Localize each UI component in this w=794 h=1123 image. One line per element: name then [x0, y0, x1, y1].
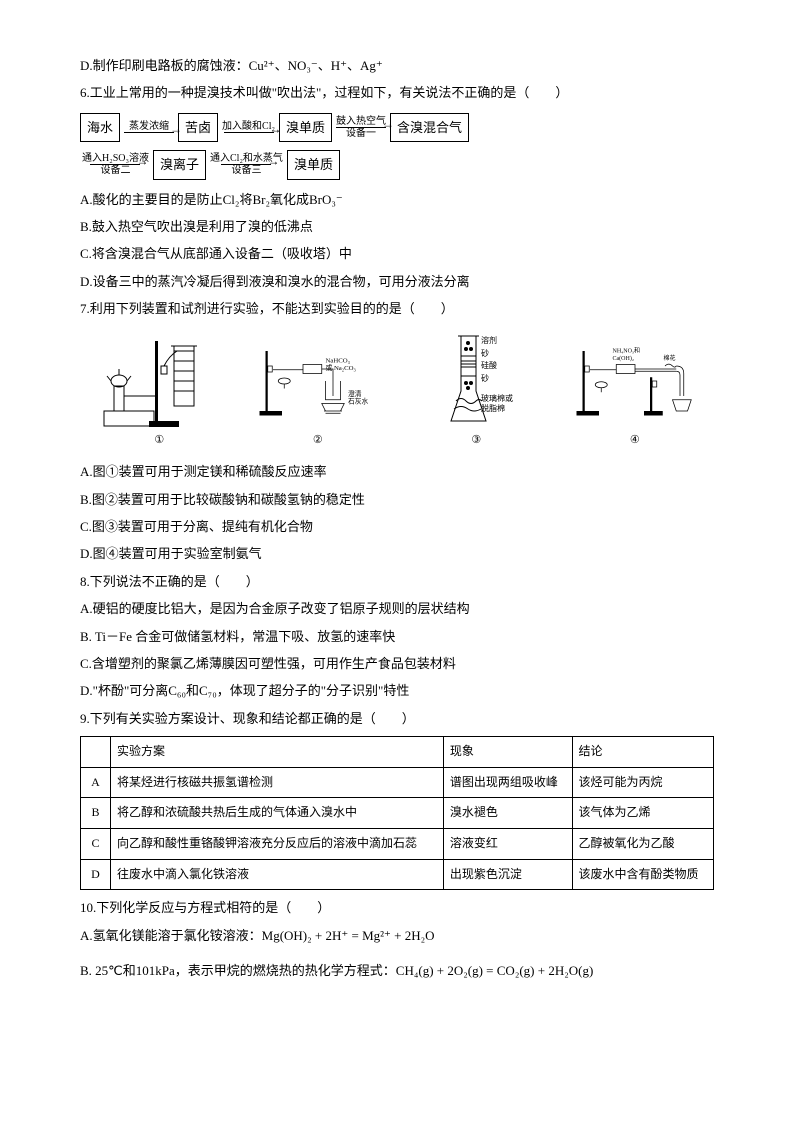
- flow-arrow: 通入H₂SO₃溶液设备二: [82, 153, 149, 176]
- svg-text:Ca(OH)₂: Ca(OH)₂: [612, 355, 633, 362]
- q8-d: D."杯酚"可分离C₆₀和C₇₀，体现了超分子的"分子识别"特性: [80, 679, 714, 702]
- table-header-row: 实验方案 现象 结论: [81, 737, 714, 768]
- table-row: A将某烃进行核磁共振氢谱检测谱图出现两组吸收峰该烃可能为丙烷: [81, 767, 714, 798]
- svg-text:砂: 砂: [481, 348, 489, 358]
- flow-node: 溴单质: [287, 150, 340, 179]
- q8-c: C.含增塑剂的聚氯乙烯薄膜因可塑性强，可用作生产食品包装材料: [80, 652, 714, 675]
- svg-text:NaHCO₃: NaHCO₃: [325, 357, 350, 364]
- q10-stem: 10.下列化学反应与方程式相符的是（ ）: [80, 896, 714, 919]
- flow-arrow: 鼓入热空气设备一: [336, 116, 386, 139]
- svg-text:砂: 砂: [481, 373, 489, 383]
- svg-text:玻璃棉或: 玻璃棉或: [481, 393, 513, 403]
- flow-node: 溴离子: [153, 150, 206, 179]
- option-d: D.制作印刷电路板的腐蚀液：Cu²⁺、NO₃⁻、H⁺、Ag⁺: [80, 54, 714, 77]
- th: [81, 737, 111, 768]
- q6-d: D.设备三中的蒸汽冷凝后得到液溴和溴水的混合物，可用分液法分离: [80, 270, 714, 293]
- q8-a: A.硬铝的硬度比铝大，是因为合金原子改变了铝原子规则的层状结构: [80, 597, 714, 620]
- flow-node: 苦卤: [178, 113, 218, 142]
- q6-b: B.鼓入热空气吹出溴是利用了溴的低沸点: [80, 215, 714, 238]
- flow-node: 含溴混合气: [390, 113, 469, 142]
- diagram-4: NH₄NO₃和 Ca(OH)₂ 棉花 ④: [575, 331, 695, 451]
- q8-b: B. Ti－Fe 合金可做储氢材料，常温下吸、放氢的速率快: [80, 625, 714, 648]
- flow-arrow: 蒸发浓缩: [124, 121, 174, 133]
- th: 现象: [443, 737, 572, 768]
- flow-node: 海水: [80, 113, 120, 142]
- diagram-3: 溶剂 砂 硅酸 砂 玻璃棉或 脱脂棉 ③: [416, 331, 536, 451]
- diagram-1: ①: [99, 331, 219, 451]
- svg-text:或 Na₂CO₃: 或 Na₂CO₃: [325, 362, 356, 371]
- q7-d: D.图④装置可用于实验室制氨气: [80, 542, 714, 565]
- svg-text:棉花: 棉花: [663, 354, 675, 362]
- svg-text:石灰水: 石灰水: [348, 396, 369, 405]
- th: 结论: [572, 737, 713, 768]
- table-row: C向乙醇和酸性重铬酸钾溶液充分反应后的溶液中滴加石蕊溶液变红乙醇被氧化为乙酸: [81, 829, 714, 860]
- flow-node: 溴单质: [279, 113, 332, 142]
- q7-diagrams: ① NaHCO₃ 或 Na₂CO₃ 澄清 石灰水 ②: [80, 331, 714, 451]
- q7-stem: 7.利用下列装置和试剂进行实验，不能达到实验目的的是（ ）: [80, 297, 714, 320]
- svg-text:澄清: 澄清: [348, 389, 362, 398]
- q6-flow1: 海水 蒸发浓缩 苦卤 加入酸和Cl₂ 溴单质 鼓入热空气设备一 含溴混合气: [80, 113, 714, 142]
- diagram-label: ③: [471, 431, 481, 451]
- q7-c: C.图③装置可用于分离、提纯有机化合物: [80, 515, 714, 538]
- svg-text:NH₄NO₃和: NH₄NO₃和: [612, 346, 640, 354]
- q7-a: A.图①装置可用于测定镁和稀硫酸反应速率: [80, 460, 714, 483]
- q6-flow2: 通入H₂SO₃溶液设备二 溴离子 通入Cl₂和水蒸气设备三 溴单质: [80, 150, 714, 179]
- svg-text:溶剂: 溶剂: [481, 335, 497, 345]
- diagram-label: ②: [313, 431, 323, 451]
- q9-stem: 9.下列有关实验方案设计、现象和结论都正确的是（ ）: [80, 707, 714, 730]
- diagram-2: NaHCO₃ 或 Na₂CO₃ 澄清 石灰水 ②: [258, 331, 378, 451]
- svg-text:硅酸: 硅酸: [481, 360, 497, 370]
- q10-b: B. 25℃和101kPa，表示甲烷的燃烧热的热化学方程式：CH₄(g) + 2…: [80, 959, 714, 982]
- flow-arrow: 通入Cl₂和水蒸气设备三: [210, 153, 283, 176]
- flow-arrow: 加入酸和Cl₂: [222, 121, 275, 133]
- diagram-label: ④: [630, 431, 640, 451]
- table-row: D往废水中滴入氯化铁溶液出现紫色沉淀该废水中含有酚类物质: [81, 859, 714, 890]
- q6-c: C.将含溴混合气从底部通入设备二（吸收塔）中: [80, 242, 714, 265]
- q9-table: 实验方案 现象 结论 A将某烃进行核磁共振氢谱检测谱图出现两组吸收峰该烃可能为丙…: [80, 736, 714, 890]
- q6-a: A.酸化的主要目的是防止Cl₂将Br₂氧化成BrO₃⁻: [80, 188, 714, 211]
- q6-stem: 6.工业上常用的一种提溴技术叫做"吹出法"，过程如下，有关说法不正确的是（ ）: [80, 81, 714, 104]
- q10-a: A.氢氧化镁能溶于氯化铵溶液：Mg(OH)₂ + 2H⁺ = Mg²⁺ + 2H…: [80, 924, 714, 947]
- th: 实验方案: [111, 737, 444, 768]
- svg-text:脱脂棉: 脱脂棉: [481, 403, 505, 413]
- q7-b: B.图②装置可用于比较碳酸钠和碳酸氢钠的稳定性: [80, 488, 714, 511]
- diagram-label: ①: [154, 431, 164, 451]
- table-row: B将乙醇和浓硫酸共热后生成的气体通入溴水中溴水褪色该气体为乙烯: [81, 798, 714, 829]
- q8-stem: 8.下列说法不正确的是（ ）: [80, 570, 714, 593]
